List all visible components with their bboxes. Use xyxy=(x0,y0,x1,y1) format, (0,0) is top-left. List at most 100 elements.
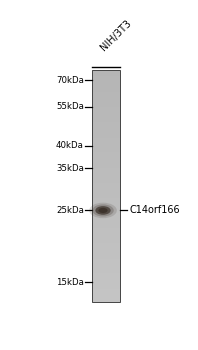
Bar xyxy=(92,278,120,279)
Bar xyxy=(92,126,120,127)
Text: 55kDa: 55kDa xyxy=(56,102,84,111)
Bar xyxy=(92,185,120,186)
Bar xyxy=(92,271,120,272)
Bar xyxy=(92,166,120,167)
Bar xyxy=(92,289,120,290)
Bar xyxy=(92,246,120,247)
Bar xyxy=(92,123,120,124)
Bar xyxy=(92,175,120,176)
Bar xyxy=(92,192,120,193)
Bar xyxy=(92,223,120,224)
Bar xyxy=(92,101,120,102)
Bar xyxy=(92,134,120,135)
Bar xyxy=(92,256,120,257)
Bar xyxy=(92,132,120,133)
Bar xyxy=(92,298,120,299)
Bar xyxy=(92,116,120,117)
Bar xyxy=(92,272,120,273)
Bar xyxy=(92,205,120,206)
Bar xyxy=(92,211,120,212)
Bar xyxy=(92,268,120,269)
Bar xyxy=(92,285,120,286)
Bar xyxy=(92,301,120,302)
Bar xyxy=(92,180,120,181)
Bar xyxy=(92,215,120,216)
Bar xyxy=(92,79,120,80)
Bar xyxy=(92,121,120,122)
Bar xyxy=(92,110,120,111)
Bar xyxy=(92,216,120,217)
Bar xyxy=(92,189,120,190)
Bar xyxy=(92,229,120,230)
Bar xyxy=(92,252,120,253)
Bar xyxy=(92,242,120,243)
Text: C14orf166: C14orf166 xyxy=(130,205,181,216)
Bar xyxy=(92,119,120,120)
Bar xyxy=(92,261,120,262)
Bar xyxy=(92,247,120,248)
Bar xyxy=(92,266,120,267)
Text: 15kDa: 15kDa xyxy=(56,278,84,287)
Bar xyxy=(92,92,120,93)
Bar xyxy=(92,177,120,178)
Bar xyxy=(92,141,120,142)
Bar xyxy=(92,174,120,175)
Bar xyxy=(92,144,120,145)
Bar xyxy=(92,167,120,168)
Bar xyxy=(92,148,120,149)
Bar xyxy=(92,89,120,90)
Bar xyxy=(92,257,120,258)
Bar xyxy=(92,96,120,97)
Bar xyxy=(92,125,120,126)
Bar xyxy=(92,146,120,147)
Bar xyxy=(92,78,120,79)
Bar xyxy=(92,85,120,86)
Bar xyxy=(92,70,120,71)
Bar xyxy=(92,122,120,124)
Bar xyxy=(92,243,120,244)
Bar xyxy=(92,234,120,235)
Bar xyxy=(92,108,120,109)
Bar xyxy=(92,158,120,159)
Bar xyxy=(92,149,120,150)
Bar xyxy=(92,290,120,291)
Bar xyxy=(92,204,120,205)
Bar xyxy=(92,177,120,178)
Bar xyxy=(92,218,120,219)
Bar xyxy=(92,254,120,255)
Bar xyxy=(92,195,120,196)
Bar xyxy=(92,262,120,264)
Bar xyxy=(92,136,120,137)
Bar xyxy=(92,227,120,228)
Bar xyxy=(92,155,120,156)
Bar xyxy=(92,240,120,241)
Bar xyxy=(92,288,120,289)
Bar xyxy=(92,252,120,253)
Bar xyxy=(92,267,120,268)
Bar xyxy=(92,120,120,121)
Bar xyxy=(92,245,120,246)
Bar xyxy=(92,103,120,104)
Bar xyxy=(92,168,120,169)
Text: 70kDa: 70kDa xyxy=(56,76,84,85)
Bar xyxy=(92,160,120,161)
Bar xyxy=(92,248,120,249)
Bar xyxy=(92,241,120,242)
Bar xyxy=(92,163,120,164)
Bar xyxy=(92,138,120,139)
Bar xyxy=(92,268,120,270)
Bar xyxy=(92,221,120,222)
Bar xyxy=(92,201,120,202)
Bar xyxy=(92,256,120,257)
Bar xyxy=(92,76,120,77)
Bar xyxy=(92,135,120,136)
Bar xyxy=(92,260,120,261)
Bar xyxy=(92,100,120,101)
Bar xyxy=(92,183,120,184)
Ellipse shape xyxy=(89,203,117,218)
Bar xyxy=(92,103,120,104)
Bar xyxy=(92,297,120,298)
Bar xyxy=(92,203,120,204)
Bar xyxy=(92,226,120,227)
Bar xyxy=(92,131,120,132)
